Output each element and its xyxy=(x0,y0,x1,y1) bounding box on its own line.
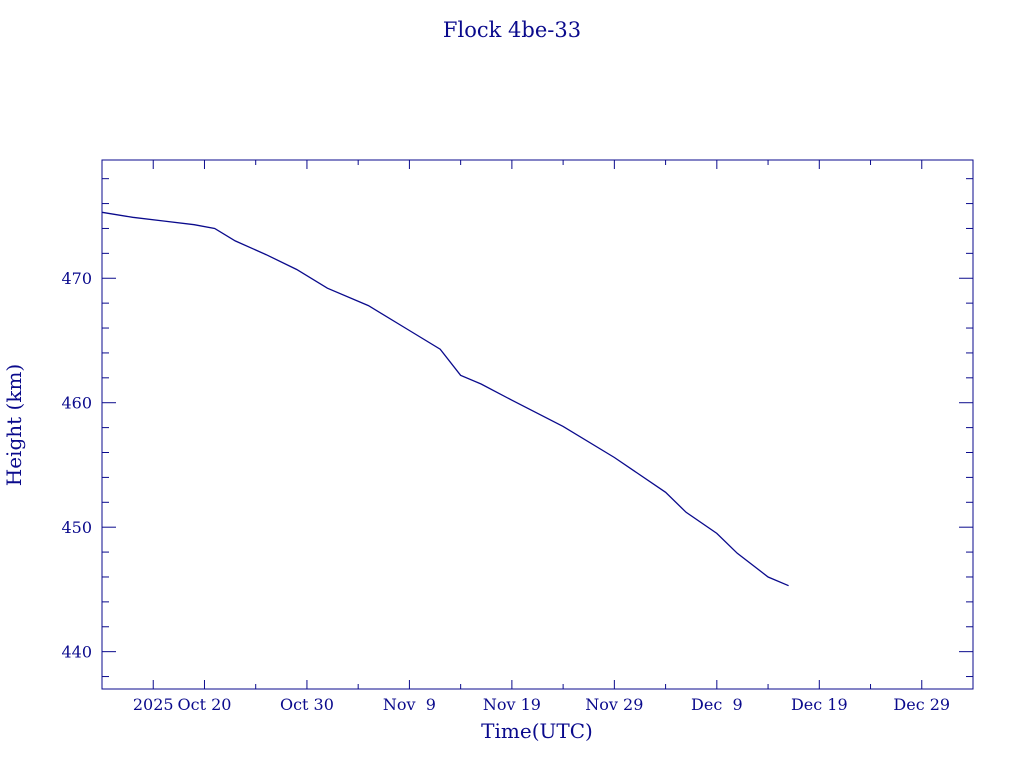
axis-ticks xyxy=(102,160,973,689)
x-tick-label: Nov 9 xyxy=(383,695,436,714)
x-tick-label: Nov 19 xyxy=(483,695,541,714)
y-tick-label: 440 xyxy=(61,643,92,662)
x-tick-label: Dec 29 xyxy=(893,695,950,714)
y-tick-label: 470 xyxy=(61,269,92,288)
x-tick-label: Oct 30 xyxy=(280,695,334,714)
x-tick-label: Dec 9 xyxy=(691,695,743,714)
plot-area-frame xyxy=(101,159,974,690)
series-line-height xyxy=(101,211,789,587)
x-tick-label: 2025 xyxy=(133,695,174,714)
x-tick-label: Oct 20 xyxy=(177,695,231,714)
x-tick-label: Nov 29 xyxy=(585,695,643,714)
y-axis-label: Height (km) xyxy=(2,364,26,486)
y-tick-label: 450 xyxy=(61,518,92,537)
chart-title: Flock 4be-33 xyxy=(443,18,581,42)
axis-tick-labels: 2025 Oct 20 Oct 30 Nov 9 Nov 19 Nov 29 Dec 9 De… xyxy=(61,269,950,714)
x-axis-label: Time(UTC) xyxy=(481,719,593,743)
x-tick-label: Dec 19 xyxy=(791,695,848,714)
y-tick-label: 460 xyxy=(61,394,92,413)
